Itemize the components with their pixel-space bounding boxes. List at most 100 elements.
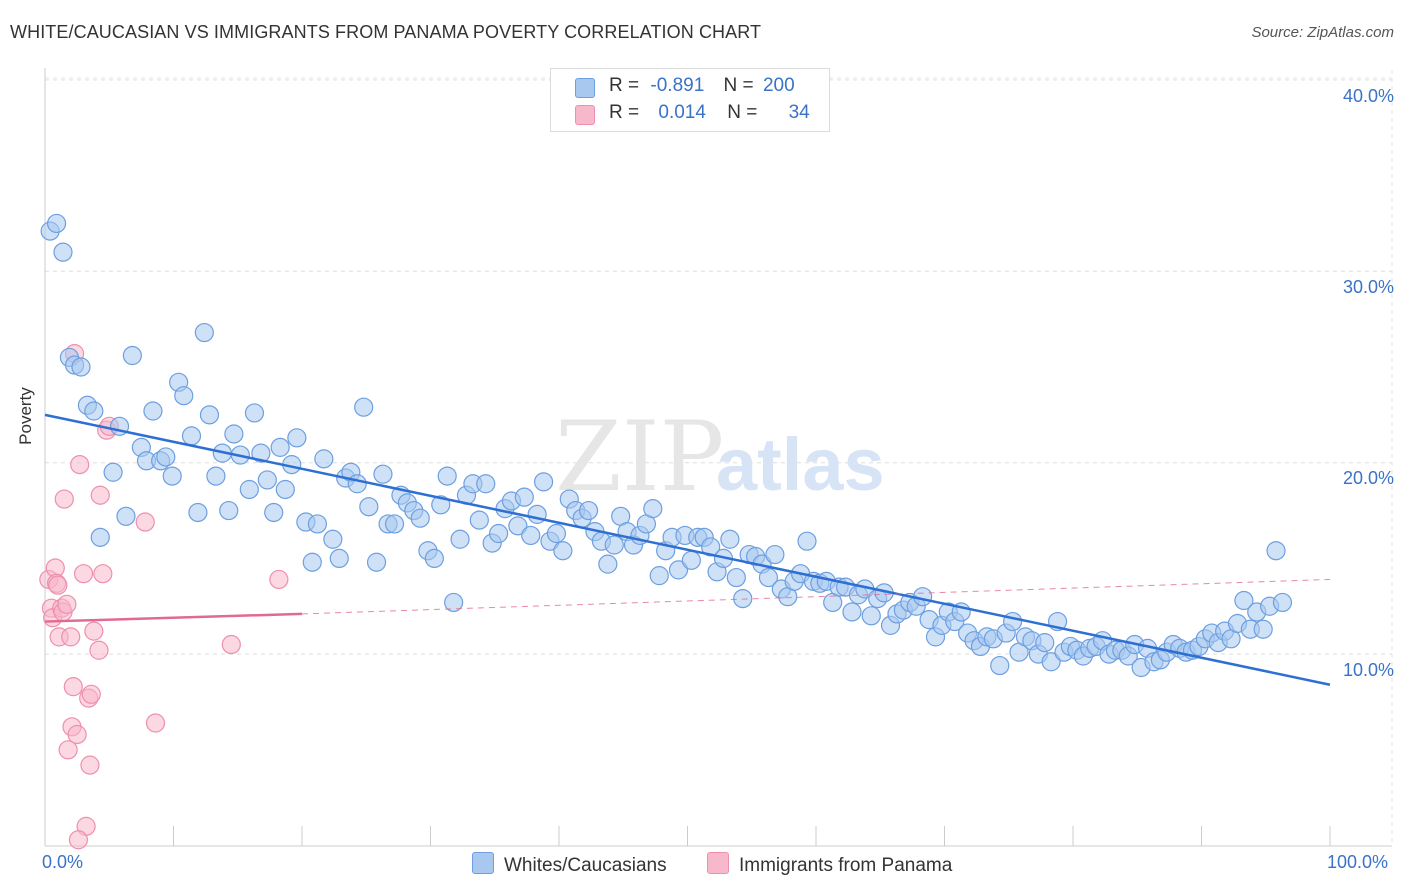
point-immigrants-from-panama: [58, 740, 78, 760]
point-whites-caucasians: [122, 345, 142, 366]
point-whites-caucasians: [668, 560, 689, 580]
trend-line-whites-caucasians: [44, 413, 1331, 686]
point-whites-caucasians: [219, 500, 239, 521]
y-tick-label: 30.0%: [1342, 277, 1394, 297]
point-whites-caucasians: [46, 213, 67, 234]
point-immigrants-from-panama: [54, 489, 74, 509]
point-whites-caucasians: [264, 502, 284, 523]
point-whites-caucasians: [53, 242, 73, 262]
point-immigrants-from-panama: [67, 724, 87, 745]
point-whites-caucasians: [347, 474, 367, 494]
point-whites-caucasians: [116, 506, 136, 526]
point-whites-caucasians: [437, 466, 457, 486]
point-immigrants-from-panama: [68, 830, 89, 850]
bottom-legend-swatch-pink: [707, 852, 729, 874]
point-whites-caucasians: [1035, 633, 1055, 653]
point-whites-caucasians: [726, 567, 746, 588]
bottom-legend-panama: Immigrants from Panama: [707, 852, 952, 877]
watermark: ZIP atlas: [555, 401, 885, 513]
point-whites-caucasians: [431, 495, 451, 515]
point-immigrants-from-panama: [61, 627, 81, 647]
point-whites-caucasians: [143, 401, 163, 421]
point-whites-caucasians: [384, 514, 405, 534]
legend-swatch-pink: [575, 105, 595, 125]
point-immigrants-from-panama: [269, 569, 289, 590]
point-whites-caucasians: [257, 470, 277, 490]
point-whites-caucasians: [990, 655, 1010, 676]
point-whites-caucasians: [181, 426, 202, 446]
point-whites-caucasians: [733, 588, 753, 609]
bottom-legend-whites: Whites/Caucasians: [472, 852, 667, 877]
point-whites-caucasians: [521, 525, 541, 546]
point-whites-caucasians: [366, 552, 387, 572]
point-immigrants-from-panama: [48, 575, 68, 595]
point-whites-caucasians: [758, 567, 779, 588]
point-immigrants-from-panama: [63, 677, 83, 697]
point-whites-caucasians: [514, 487, 534, 507]
chart-title: WHITE/CAUCASIAN VS IMMIGRANTS FROM PANAM…: [10, 22, 762, 42]
legend-n-value: 34: [788, 102, 810, 123]
point-whites-caucasians: [797, 531, 817, 551]
watermark-atlas: atlas: [716, 423, 885, 506]
point-whites-caucasians: [206, 466, 226, 486]
point-whites-caucasians: [199, 405, 220, 425]
point-whites-caucasians: [307, 514, 328, 534]
point-whites-caucasians: [842, 602, 862, 622]
point-whites-caucasians: [643, 499, 663, 519]
watermark-zip: ZIP: [555, 401, 724, 513]
point-whites-caucasians: [156, 447, 176, 467]
bottom-legend-label: Immigrants from Panama: [739, 855, 953, 876]
axes: [44, 68, 1392, 847]
point-immigrants-from-panama: [81, 684, 101, 704]
point-whites-caucasians: [476, 474, 496, 494]
point-whites-caucasians: [578, 500, 599, 521]
point-immigrants-from-panama: [135, 512, 155, 532]
point-whites-caucasians: [71, 357, 91, 377]
point-immigrants-from-panama: [221, 634, 241, 655]
legend-n-label: N =: [723, 75, 754, 96]
point-whites-caucasians: [188, 502, 208, 523]
point-whites-caucasians: [275, 479, 295, 500]
point-whites-caucasians: [314, 449, 334, 469]
point-whites-caucasians: [508, 516, 528, 536]
point-whites-caucasians: [553, 541, 573, 561]
point-whites-caucasians: [604, 535, 624, 555]
legend-n-label: N =: [727, 102, 758, 123]
point-whites-caucasians: [546, 523, 567, 544]
point-whites-caucasians: [1003, 611, 1023, 632]
point-whites-caucasians: [251, 443, 271, 463]
point-whites-caucasians: [1266, 541, 1286, 561]
point-whites-caucasians: [84, 401, 104, 421]
bottom-legend-swatch-blue: [472, 852, 494, 874]
point-whites-caucasians: [194, 322, 214, 343]
point-whites-caucasians: [174, 386, 194, 406]
point-whites-caucasians: [239, 479, 259, 500]
point-immigrants-from-panama: [57, 594, 77, 614]
series-whites-caucasians: [40, 213, 1293, 678]
legend-r-value: 0.014: [658, 102, 706, 123]
point-whites-caucasians: [533, 472, 554, 492]
point-immigrants-from-panama: [93, 564, 113, 584]
x-tick-label: 0.0%: [42, 852, 84, 872]
point-whites-caucasians: [354, 397, 374, 417]
point-whites-caucasians: [681, 550, 701, 570]
point-whites-caucasians: [224, 424, 244, 444]
y-tick-label: 40.0%: [1342, 86, 1394, 106]
source-label: Source: ZipAtlas.com: [1251, 24, 1394, 41]
legend-r-value: -0.891: [650, 75, 705, 96]
point-whites-caucasians: [649, 566, 669, 586]
point-whites-caucasians: [244, 403, 265, 423]
point-whites-caucasians: [359, 497, 379, 517]
point-whites-caucasians: [287, 428, 307, 448]
legend-r-label: R =: [609, 102, 640, 123]
point-whites-caucasians: [861, 606, 881, 626]
point-whites-caucasians: [90, 527, 110, 547]
point-whites-caucasians: [444, 592, 464, 613]
point-whites-caucasians: [270, 437, 290, 457]
point-immigrants-from-panama: [90, 485, 110, 505]
point-whites-caucasians: [450, 529, 470, 549]
point-whites-caucasians: [373, 464, 393, 484]
point-whites-caucasians: [302, 552, 322, 572]
point-whites-caucasians: [103, 462, 123, 482]
